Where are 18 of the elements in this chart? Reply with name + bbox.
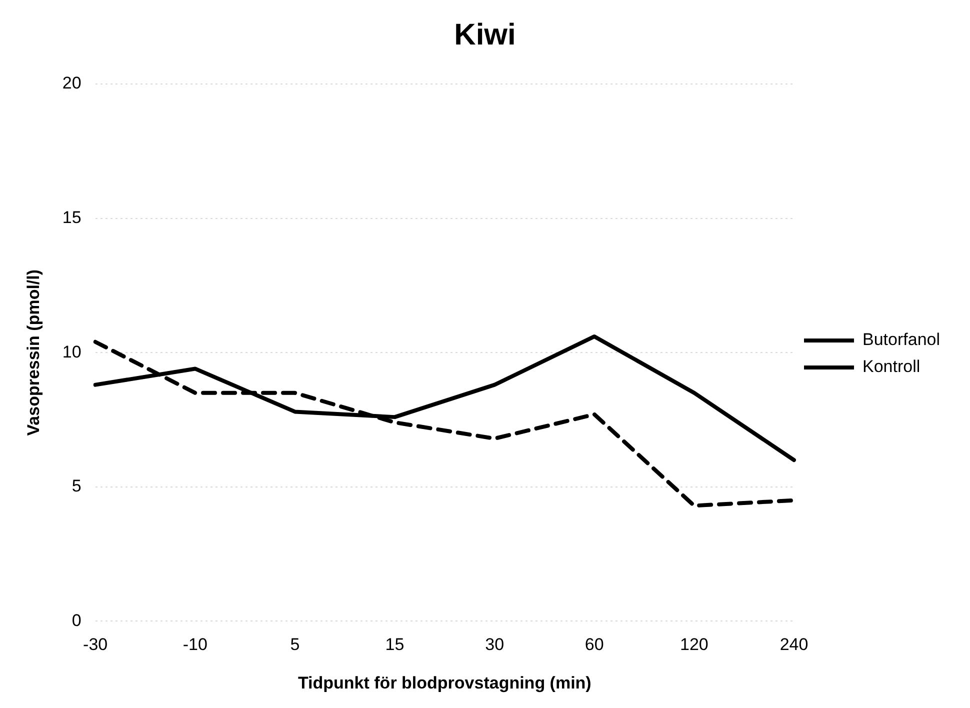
x-axis-title: Tidpunkt för blodprovstagning (min) [298, 673, 592, 692]
x-tick-label: 15 [385, 635, 404, 654]
chart-title: Kiwi [454, 18, 516, 52]
x-tick-label: 5 [290, 635, 300, 654]
y-tick-label: 0 [72, 610, 82, 630]
x-tick-label: 240 [780, 635, 808, 654]
y-tick-label: 5 [72, 476, 82, 496]
legend-label: Butorfanol [862, 330, 940, 350]
x-tick-label: -30 [83, 635, 108, 654]
y-tick-label: 15 [62, 208, 82, 227]
y-tick-label: 20 [62, 74, 82, 93]
x-tick-label: 120 [680, 635, 708, 654]
x-tick-label: 30 [485, 635, 504, 654]
y-tick-label: 10 [62, 342, 82, 362]
x-tick-label: -10 [182, 635, 208, 654]
y-axis-title: Vasopressin (pmol/l) [24, 269, 43, 436]
legend-label: Kontroll [862, 357, 920, 376]
x-tick-label: 60 [584, 635, 604, 654]
